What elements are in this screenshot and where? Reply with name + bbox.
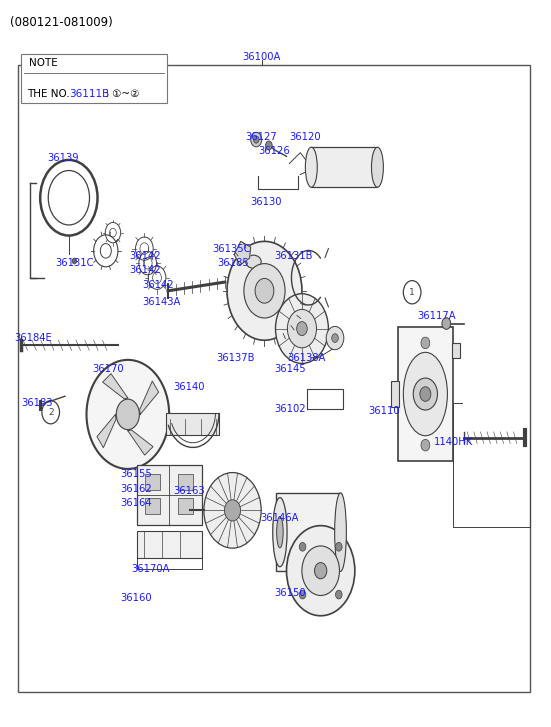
Circle shape xyxy=(253,136,259,143)
Circle shape xyxy=(204,473,261,548)
Text: 36155: 36155 xyxy=(120,469,152,479)
Text: THE NO.: THE NO. xyxy=(28,89,71,99)
Bar xyxy=(21,54,167,103)
Ellipse shape xyxy=(403,353,447,435)
Text: 36143A: 36143A xyxy=(142,297,181,307)
Text: 36146A: 36146A xyxy=(260,513,299,523)
Circle shape xyxy=(87,360,169,469)
Text: 36145: 36145 xyxy=(274,364,306,374)
Circle shape xyxy=(336,590,342,599)
Text: 36170A: 36170A xyxy=(131,563,170,574)
Ellipse shape xyxy=(305,148,317,187)
Ellipse shape xyxy=(273,497,287,567)
Text: 36183: 36183 xyxy=(21,398,52,409)
Text: 36130: 36130 xyxy=(251,197,282,207)
Ellipse shape xyxy=(277,516,283,548)
Text: 36120: 36120 xyxy=(289,132,321,142)
Text: 36163: 36163 xyxy=(174,486,205,496)
Text: 36139: 36139 xyxy=(47,153,78,164)
Bar xyxy=(18,65,530,692)
Text: 36170: 36170 xyxy=(93,364,124,374)
Circle shape xyxy=(421,439,430,451)
Polygon shape xyxy=(139,381,159,414)
Text: 36160: 36160 xyxy=(120,593,152,603)
Text: 36142: 36142 xyxy=(129,265,161,276)
Circle shape xyxy=(244,264,285,318)
Circle shape xyxy=(299,542,306,551)
Text: 36164: 36164 xyxy=(120,498,152,508)
Text: 36150: 36150 xyxy=(274,587,306,598)
Bar xyxy=(452,343,460,358)
Polygon shape xyxy=(234,241,251,265)
Circle shape xyxy=(299,590,306,599)
Bar xyxy=(391,381,399,407)
Text: 36131C: 36131C xyxy=(55,258,94,268)
Circle shape xyxy=(224,499,241,521)
Bar xyxy=(145,498,160,514)
Circle shape xyxy=(302,546,339,595)
Bar xyxy=(145,474,160,490)
Text: 36110: 36110 xyxy=(368,406,399,416)
Ellipse shape xyxy=(334,493,347,571)
Text: 2: 2 xyxy=(48,408,53,417)
Text: 36117A: 36117A xyxy=(418,311,456,321)
Text: 36111B: 36111B xyxy=(69,89,110,99)
Circle shape xyxy=(276,294,328,364)
Ellipse shape xyxy=(246,255,261,268)
Circle shape xyxy=(442,318,451,329)
Text: 36135C: 36135C xyxy=(212,244,251,254)
Bar xyxy=(311,147,377,187)
Bar xyxy=(178,474,193,490)
Text: 36142: 36142 xyxy=(142,280,174,290)
Circle shape xyxy=(332,334,338,342)
Text: 36140: 36140 xyxy=(174,382,205,392)
Circle shape xyxy=(288,310,316,348)
Text: 36162: 36162 xyxy=(120,483,152,494)
Text: 1140HK: 1140HK xyxy=(434,437,473,447)
Circle shape xyxy=(227,241,302,340)
Circle shape xyxy=(296,321,307,336)
Circle shape xyxy=(326,326,344,350)
Text: 36184E: 36184E xyxy=(14,333,52,343)
Text: 36185: 36185 xyxy=(218,258,249,268)
Circle shape xyxy=(251,132,262,147)
Circle shape xyxy=(336,542,342,551)
Bar xyxy=(137,531,202,558)
Circle shape xyxy=(315,563,327,579)
Circle shape xyxy=(72,258,77,264)
Text: 1: 1 xyxy=(409,288,415,297)
Text: NOTE: NOTE xyxy=(29,58,58,68)
Text: 36100A: 36100A xyxy=(242,52,281,62)
Text: 36142: 36142 xyxy=(129,251,161,261)
Circle shape xyxy=(420,387,431,401)
Text: 36138A: 36138A xyxy=(288,353,326,363)
Text: 36131B: 36131B xyxy=(274,251,313,261)
Circle shape xyxy=(421,337,430,349)
Polygon shape xyxy=(97,414,116,448)
Polygon shape xyxy=(102,374,128,399)
Text: : ①~②: : ①~② xyxy=(102,89,140,99)
Bar xyxy=(398,327,453,462)
Text: 36102: 36102 xyxy=(274,403,306,414)
Bar xyxy=(166,413,219,435)
Ellipse shape xyxy=(371,148,383,187)
Circle shape xyxy=(255,278,274,303)
Text: (080121-081009): (080121-081009) xyxy=(10,16,112,29)
Circle shape xyxy=(287,526,355,616)
Text: 36127: 36127 xyxy=(245,132,277,142)
Polygon shape xyxy=(128,430,153,455)
Text: 36137B: 36137B xyxy=(216,353,255,363)
Bar xyxy=(178,498,193,514)
Bar xyxy=(276,493,341,571)
Circle shape xyxy=(266,141,272,150)
Circle shape xyxy=(413,378,437,410)
Text: 36126: 36126 xyxy=(258,146,290,156)
Bar xyxy=(137,465,202,525)
Circle shape xyxy=(116,399,139,430)
